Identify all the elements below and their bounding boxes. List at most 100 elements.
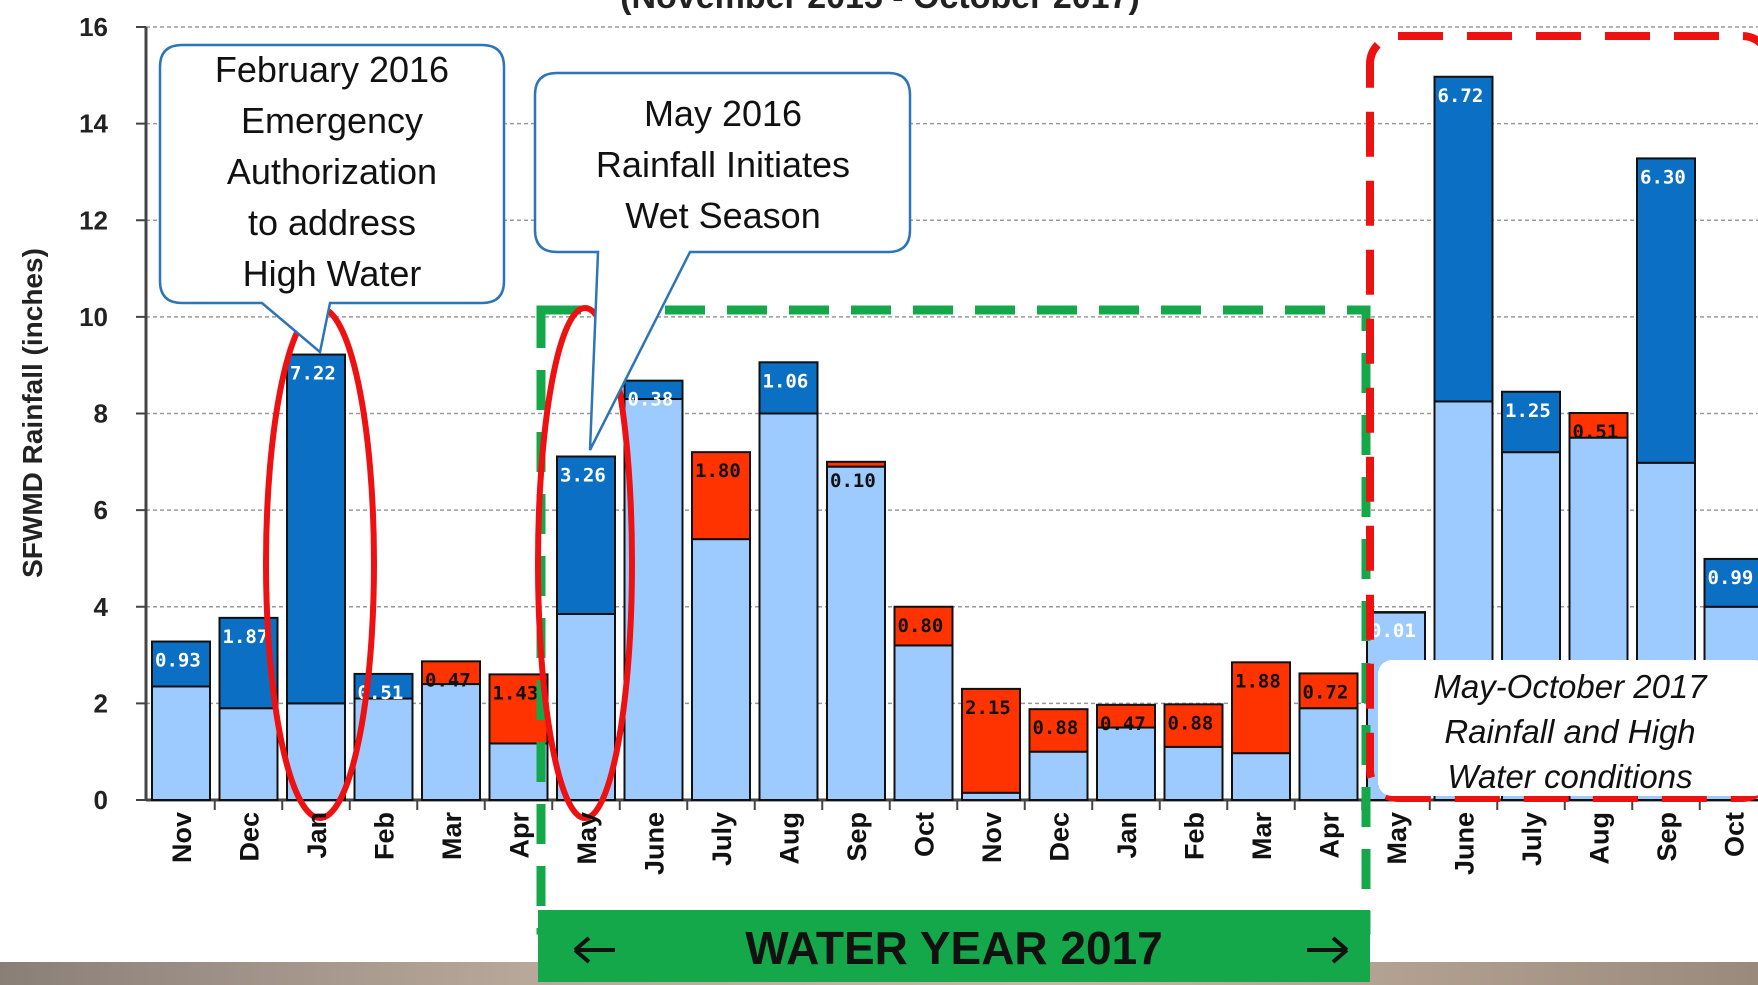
x-tick-label: Aug xyxy=(775,812,805,864)
x-tick-label: Dec xyxy=(235,812,265,862)
value-label: 3.26 xyxy=(560,464,606,486)
y-tick-label: 0 xyxy=(94,785,108,815)
x-tick-label: Oct xyxy=(1720,812,1750,857)
bar-segment xyxy=(286,353,346,705)
conditions-box xyxy=(1366,32,1758,802)
value-label: 0.10 xyxy=(830,470,876,492)
y-tick-label: 6 xyxy=(94,495,108,525)
y-axis-label: SFWMD Rainfall (inches) xyxy=(17,248,48,578)
x-tick-label: Mar xyxy=(437,812,467,861)
x-tick-label: May xyxy=(572,812,602,865)
bar-segment xyxy=(1636,157,1696,464)
value-label: 1.80 xyxy=(695,460,741,482)
bar-segment xyxy=(961,791,1021,801)
bar-segment xyxy=(556,455,616,615)
bar-segment xyxy=(623,379,684,401)
y-tick-label: 14 xyxy=(79,109,108,139)
bar-segment xyxy=(151,640,211,688)
x-tick-label: July xyxy=(1517,812,1547,866)
bar-segment xyxy=(1231,661,1291,755)
callout-text: May 2016 xyxy=(644,93,802,134)
value-label: 1.25 xyxy=(1505,400,1551,422)
value-label: 0.80 xyxy=(898,615,944,637)
bar-segment xyxy=(556,612,616,802)
x-tick-label: Nov xyxy=(167,812,197,863)
value-label: 0.47 xyxy=(425,669,471,691)
bar-segment xyxy=(961,687,1021,794)
bar-segment xyxy=(893,644,954,802)
x-tick-label: Apr xyxy=(505,812,535,859)
bar-segment xyxy=(151,685,211,802)
conditions-text: Rainfall and High xyxy=(1444,713,1695,750)
value-label: 1.88 xyxy=(1235,670,1281,692)
bar-segment xyxy=(1703,557,1758,608)
x-tick-label: Mar xyxy=(1247,812,1277,861)
conditions-text: Water conditions xyxy=(1447,758,1692,795)
bar-segment xyxy=(826,465,886,801)
value-label: 0.99 xyxy=(1708,567,1754,589)
x-tick-label: Jan xyxy=(302,812,332,859)
value-label: 7.22 xyxy=(290,363,336,385)
annotation-texts: Nov Dec Jan Feb Mar Apr May June July Aug Sep Oct No… xyxy=(167,49,1750,974)
arrow-right xyxy=(1307,936,1349,964)
value-label: 6.72 xyxy=(1438,85,1484,107)
x-tick-label: Aug xyxy=(1585,812,1615,864)
conditions-label-bg xyxy=(1378,660,1758,796)
x-tick-label: May xyxy=(1382,812,1412,865)
x-tick-label: Jan xyxy=(1112,812,1142,859)
y-tick-label: 12 xyxy=(79,205,108,235)
x-tick-label: Feb xyxy=(1180,812,1210,860)
x-tick-label: Nov xyxy=(977,812,1007,863)
x-tick-label: Dec xyxy=(1045,812,1075,862)
callout-text: Emergency xyxy=(241,100,423,141)
x-tick-label: Sep xyxy=(842,812,872,862)
bar-segment xyxy=(1298,707,1359,801)
bar-segment xyxy=(1298,672,1359,710)
annotations xyxy=(158,32,1758,982)
value-label: 0.88 xyxy=(1033,717,1079,739)
value-label: 0.72 xyxy=(1303,681,1349,703)
bar-segment xyxy=(286,702,346,801)
conditions-text: May-October 2017 xyxy=(1433,668,1708,705)
value-label: 0.01 xyxy=(1370,620,1416,642)
bar-segment xyxy=(421,660,481,686)
callout-text: Rainfall Initiates xyxy=(596,144,850,185)
value-label: 1.06 xyxy=(763,370,809,392)
value-label: 0.51 xyxy=(1573,421,1619,443)
bar-segment xyxy=(826,460,886,468)
value-label: 0.47 xyxy=(1100,713,1146,735)
bar-segment xyxy=(218,707,279,801)
y-tick-label: 16 xyxy=(79,12,108,42)
x-tick-label: Sep xyxy=(1652,812,1682,862)
bar-segment xyxy=(1163,745,1224,802)
value-label: 1.87 xyxy=(223,626,269,648)
bars: 0.93 1.87 7.22 0.51 0.47 1.43 3.26 0.38 1.80 1.06… xyxy=(151,75,1758,802)
callout-text: February 2016 xyxy=(215,49,449,90)
value-label: 0.38 xyxy=(628,389,674,411)
bar-segment xyxy=(1501,390,1561,454)
bar-segment xyxy=(1231,752,1291,802)
bar-segment xyxy=(691,538,751,801)
x-tick-label: Oct xyxy=(910,812,940,857)
callout-text: Authorization xyxy=(227,151,437,192)
bar-segment xyxy=(1568,412,1629,439)
callout-text: to address xyxy=(248,202,416,243)
value-label: 0.88 xyxy=(1168,712,1214,734)
value-label: 1.43 xyxy=(493,682,539,704)
bar-segment xyxy=(421,683,481,801)
bar-segment xyxy=(1163,703,1224,748)
bar-segment xyxy=(1028,708,1089,753)
y-tick-label: 8 xyxy=(94,399,108,429)
arrow-left xyxy=(573,936,615,964)
x-tick-label: Apr xyxy=(1315,812,1345,859)
bar-segment xyxy=(1433,75,1494,403)
bar-segment xyxy=(758,361,819,415)
callout-text: High Water xyxy=(243,253,422,294)
bar-segment xyxy=(1096,703,1156,729)
callout xyxy=(533,71,912,451)
x-tick-label: June xyxy=(640,812,670,875)
y-tick-label: 10 xyxy=(79,302,108,332)
bar-segment xyxy=(758,412,819,801)
water-year-label: WATER YEAR 2017 xyxy=(745,922,1163,974)
